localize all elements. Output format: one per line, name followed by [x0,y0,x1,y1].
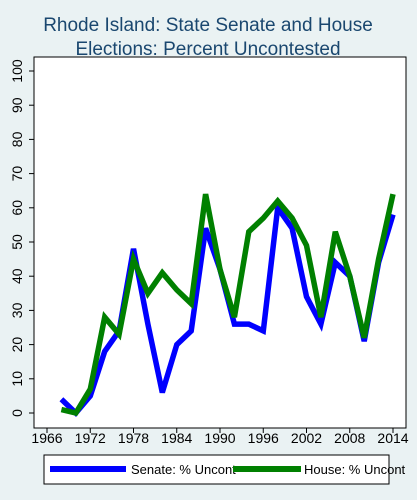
axes: 0 10 20 30 40 50 60 70 80 90 100 1966 1972 1978 1984 19… [9,59,409,446]
x-tick-label: 2014 [377,430,408,446]
y-tick-label: 60 [9,200,25,216]
y-tick-label: 70 [9,166,25,182]
x-tick-label: 1984 [161,430,192,446]
x-tick-label: 1978 [118,430,149,446]
chart-title-line-2: Elections: Percent Uncontested [75,39,340,60]
x-tick-label: 2002 [291,430,322,446]
y-tick-label: 90 [9,97,25,113]
plot-area [33,56,407,429]
y-tick-label: 100 [9,59,25,83]
legend-label-house: House: % Uncont [304,462,406,477]
y-tick-label: 40 [9,268,25,284]
series-layer [59,193,396,417]
x-tick-label: 1996 [248,430,279,446]
y-tick-label: 50 [9,234,25,250]
x-tick-label: 1966 [31,430,62,446]
y-tick-label: 20 [9,337,25,353]
y-tick-label: 80 [9,131,25,147]
x-tick-label: 2008 [334,430,365,446]
y-tick-label: 30 [9,302,25,318]
series-line-house [60,193,396,417]
x-tick-label: 1990 [204,430,235,446]
chart-title-line-1: Rhode Island: State Senate and House [43,15,373,36]
y-tick-label: 10 [9,371,25,387]
x-tick-label: 1972 [75,430,106,446]
legend: Senate: % Uncont House: % Uncont [43,454,406,485]
legend-label-senate: Senate: % Uncont [131,462,236,477]
y-tick-label: 0 [9,409,25,417]
